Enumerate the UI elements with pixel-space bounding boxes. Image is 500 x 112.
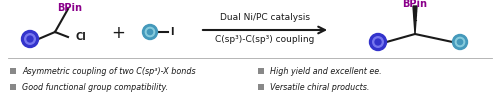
- Text: Dual Ni/PC catalysis: Dual Ni/PC catalysis: [220, 13, 310, 22]
- Bar: [10, 68, 16, 74]
- Text: BPin: BPin: [402, 0, 427, 9]
- Polygon shape: [413, 6, 417, 34]
- Circle shape: [27, 36, 33, 42]
- Text: C(sp³)-C(sp³) coupling: C(sp³)-C(sp³) coupling: [216, 34, 314, 43]
- Text: BPin: BPin: [58, 3, 82, 13]
- Text: Asymmetric coupling of two C(sp³)-X bonds: Asymmetric coupling of two C(sp³)-X bond…: [22, 67, 196, 75]
- Circle shape: [142, 25, 158, 40]
- Text: Good functional group compatibility.: Good functional group compatibility.: [22, 83, 168, 92]
- Circle shape: [24, 34, 36, 44]
- Circle shape: [456, 37, 464, 47]
- Circle shape: [452, 34, 468, 50]
- Text: Cl: Cl: [75, 32, 86, 42]
- Circle shape: [372, 37, 384, 47]
- Text: +: +: [111, 24, 125, 42]
- Circle shape: [146, 27, 154, 37]
- Text: High yield and excellent ee.: High yield and excellent ee.: [270, 67, 382, 75]
- Text: Versatile chiral products.: Versatile chiral products.: [270, 83, 370, 92]
- Circle shape: [22, 30, 38, 47]
- Circle shape: [370, 33, 386, 51]
- Bar: [258, 84, 264, 90]
- Text: I: I: [170, 27, 174, 37]
- Circle shape: [375, 39, 381, 45]
- Circle shape: [148, 29, 152, 35]
- Bar: [10, 84, 16, 90]
- Bar: [258, 68, 264, 74]
- Circle shape: [458, 39, 462, 45]
